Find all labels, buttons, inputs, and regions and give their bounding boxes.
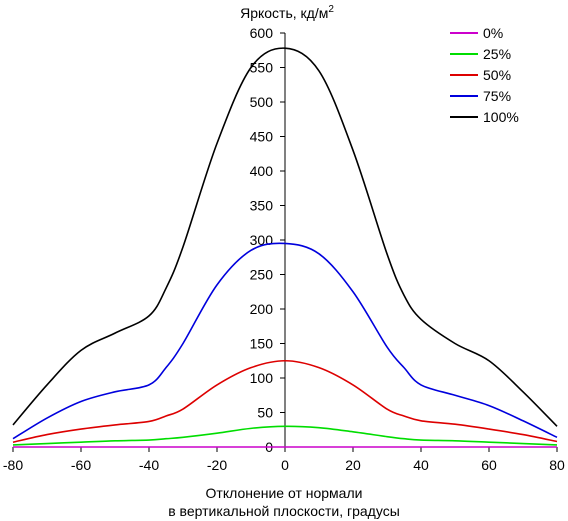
x-axis-title-line-1: Отклонение от нормали [206,485,363,501]
y-tick-label: 100 [250,370,274,386]
legend-label: 0% [483,25,503,41]
x-axis-title-line-2: в вертикальной плоскости, градусы [168,503,400,519]
y-axis-title-superscript: 2 [328,4,334,15]
legend-label: 25% [483,46,511,62]
x-tick-label: 20 [345,457,361,473]
y-tick-label: 500 [250,94,274,110]
x-tick-label: -60 [71,457,91,473]
y-axis-title-text: Яркость, кд/м [240,5,328,21]
legend: 0% 25% 50% 75% 100% [450,25,519,125]
series-line-25pct [12,425,558,446]
x-tick-label: -80 [3,457,23,473]
x-tick-label: 0 [281,457,289,473]
y-tick-label: 50 [257,405,273,421]
y-tick-label: 550 [250,60,274,76]
y-tick-label: 350 [250,198,274,214]
y-tick-label: 250 [250,267,274,283]
x-tick-label: 60 [481,457,497,473]
series-lines [12,47,558,448]
x-tick-label: -40 [139,457,159,473]
y-tick-label: 400 [250,163,274,179]
y-tick-label: 150 [250,336,274,352]
y-tick-label: 600 [250,25,274,41]
series-line-50pct [12,359,558,443]
legend-label: 100% [483,109,519,125]
legend-item: 75% [450,88,511,104]
legend-item: 0% [450,25,503,41]
legend-label: 50% [483,67,511,83]
series-line-75pct [12,242,558,440]
x-tick-label: 40 [413,457,429,473]
x-tick-label: -20 [207,457,227,473]
x-tick-label: 80 [549,457,565,473]
y-tick-label: 200 [250,301,274,317]
legend-label: 75% [483,88,511,104]
legend-item: 100% [450,109,519,125]
y-axis-title: Яркость, кд/м2 [240,4,334,21]
series-line-100pct [12,47,558,427]
legend-item: 25% [450,46,511,62]
x-ticks: -80 -60 -40 -20 0 20 40 60 80 [3,447,565,473]
y-tick-label: 450 [250,129,274,145]
legend-item: 50% [450,67,511,83]
axes: -80 -60 -40 -20 0 20 40 60 80 050100150200250300… [3,25,565,473]
